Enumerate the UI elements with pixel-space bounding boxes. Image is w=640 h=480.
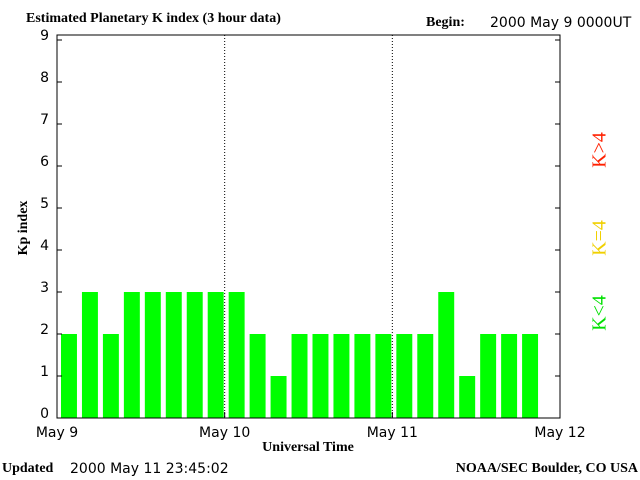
source: NOAA/SEC Boulder, CO USA	[456, 461, 639, 476]
y-tick-label: 0	[40, 406, 49, 422]
bar	[270, 376, 287, 418]
chart-title: Estimated Planetary K index (3 hour data…	[26, 11, 281, 26]
begin-label: Begin:	[426, 15, 465, 30]
legend-entry: K<4	[589, 295, 611, 331]
bar	[522, 334, 539, 418]
y-tick-label: 8	[40, 70, 49, 86]
x-tick-label: May 11	[367, 425, 418, 441]
bar	[228, 292, 245, 418]
bar	[333, 334, 350, 418]
y-tick-label: 6	[40, 154, 49, 170]
bar	[102, 334, 119, 418]
bar	[396, 334, 413, 418]
y-tick-label: 3	[40, 280, 49, 296]
y-tick-label: 4	[40, 238, 49, 254]
y-tick-label: 1	[40, 364, 49, 380]
legend-entry: K=4	[589, 220, 611, 256]
bar	[291, 334, 308, 418]
y-axis-label: Kp index	[16, 201, 31, 256]
y-tick-label: 5	[40, 196, 49, 212]
plot-frame	[56, 34, 561, 419]
bar	[123, 292, 140, 418]
x-axis-label: Universal Time	[262, 440, 354, 455]
bar	[61, 334, 77, 418]
y-tick-label: 2	[40, 322, 49, 338]
x-tick-label: May 12	[534, 425, 585, 441]
updated-date: 2000 May 11 23:45:02	[70, 461, 229, 477]
bar	[81, 292, 98, 418]
bar	[501, 334, 518, 418]
bar	[438, 292, 455, 418]
bar	[459, 376, 476, 418]
bar	[480, 334, 497, 418]
legend-entry: K>4	[589, 132, 611, 168]
bar	[249, 334, 266, 418]
bar	[207, 292, 224, 418]
updated-label: Updated	[2, 461, 54, 476]
bar	[186, 292, 203, 418]
x-tick-label: May 9	[36, 425, 78, 441]
bar	[354, 334, 371, 418]
x-tick-label: May 10	[199, 425, 250, 441]
bar	[144, 292, 161, 418]
begin-date: 2000 May 9 0000UT	[490, 15, 632, 31]
bar	[375, 334, 392, 418]
bar	[312, 334, 329, 418]
bar	[165, 292, 182, 418]
y-tick-label: 9	[40, 28, 49, 44]
bar	[417, 334, 434, 418]
y-tick-label: 7	[40, 112, 49, 128]
